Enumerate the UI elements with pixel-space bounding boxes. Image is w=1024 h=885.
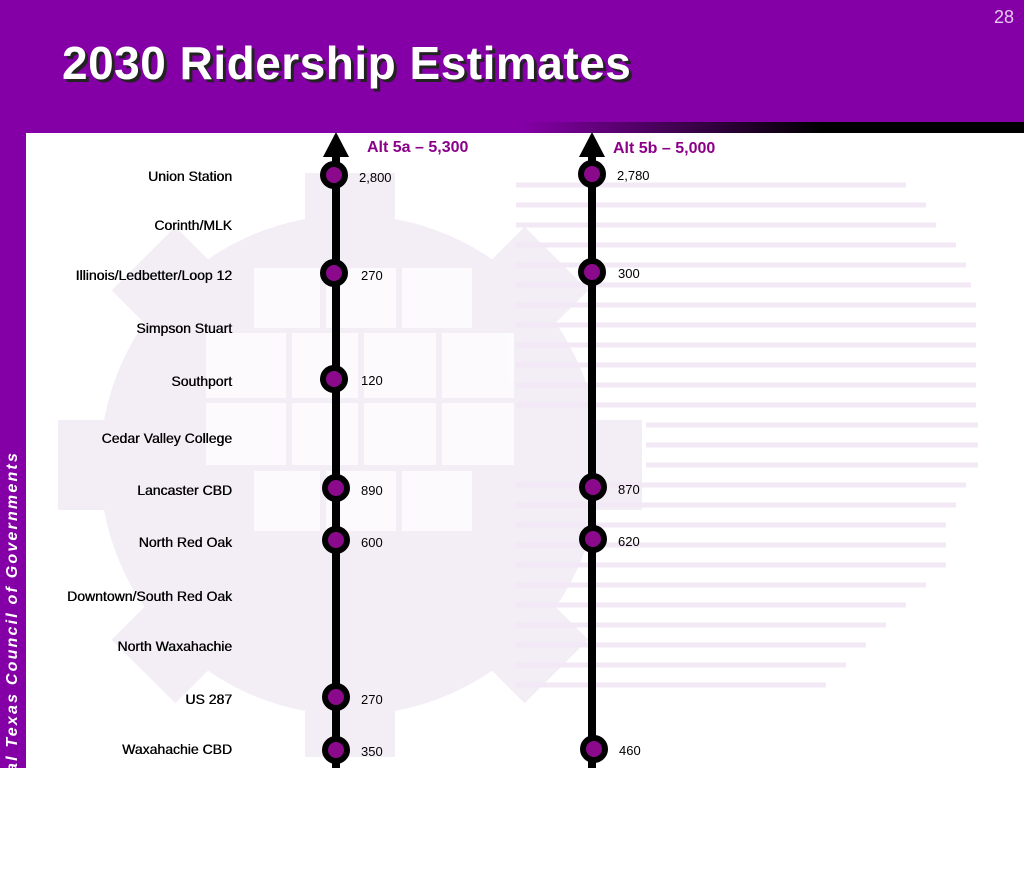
header-band: 28 2030 Ridership Estimates (0, 0, 1024, 133)
ridership-alt5a-north-red-oak: 600 (361, 535, 383, 550)
station-marker-alt5a-north-red-oak (322, 526, 350, 554)
station-marker-alt5b-lancaster-cbd (579, 473, 607, 501)
station-marker-alt5a-union-station (320, 161, 348, 189)
page-number: 28 (993, 7, 1014, 27)
route-line-alt5a (320, 132, 350, 768)
ridership-alt5b-illinois: 300 (618, 266, 640, 281)
slide-title: 2030 Ridership Estimates (62, 37, 632, 89)
station-marker-alt5b-illinois (578, 258, 606, 286)
station-label-downtown-south-red-oak: Downtown/South Red Oak (67, 588, 232, 604)
route-diagram (320, 132, 608, 768)
route-title-alt5a: Alt 5a – 5,300 (367, 139, 469, 156)
route-title-alt5b: Alt 5b – 5,000 (613, 140, 716, 157)
arrow-up-icon (323, 132, 349, 157)
ridership-alt5a-southport: 120 (361, 373, 383, 388)
station-label-union-station: Union Station (147, 168, 232, 184)
ridership-alt5b-union-station: 2,780 (617, 168, 650, 183)
header-divider (520, 122, 1024, 133)
station-label-lancaster-cbd: Lancaster CBD (137, 482, 232, 498)
gear-map-watermark (58, 173, 978, 757)
station-label-north-red-oak: North Red Oak (138, 534, 232, 550)
station-label-cedar-valley-college: Cedar Valley College (101, 430, 232, 446)
ridership-alt5a-lancaster-cbd: 890 (361, 483, 383, 498)
station-marker-alt5a-waxahachie-cbd (322, 736, 350, 764)
ridership-alt5b-lancaster-cbd: 870 (618, 482, 640, 497)
station-label-illinois-ledbetter-loop12: Illinois/Ledbetter/Loop 12 (75, 267, 232, 283)
sidebar-band: North Central Texas Council of Governmen… (0, 133, 26, 885)
route-line-alt5b (578, 132, 608, 768)
ridership-alt5b-north-red-oak: 620 (618, 534, 640, 549)
ridership-alt5a-illinois: 270 (361, 268, 383, 283)
ridership-alt5b-waxahachie-cbd: 460 (619, 743, 641, 758)
ridership-alt5a-waxahachie-cbd: 350 (361, 744, 383, 759)
ridership-alt5a-us-287: 270 (361, 692, 383, 707)
station-label-simpson-stuart: Simpson Stuart (136, 320, 232, 336)
station-marker-alt5a-lancaster-cbd (322, 474, 350, 502)
station-marker-alt5a-southport (320, 365, 348, 393)
station-marker-alt5b-union-station (578, 160, 606, 188)
station-label-north-waxahachie: North Waxahachie (117, 638, 232, 654)
station-marker-alt5a-us-287 (322, 683, 350, 711)
ridership-alt5a-union-station: 2,800 (359, 170, 392, 185)
station-label-us-287: US 287 (185, 691, 232, 707)
arrow-up-icon (579, 132, 605, 157)
station-marker-alt5b-north-red-oak (579, 525, 607, 553)
station-marker-alt5a-illinois (320, 259, 348, 287)
station-label-southport: Southport (171, 373, 232, 389)
station-label-corinth-mlk: Corinth/MLK (154, 217, 232, 233)
station-marker-alt5b-waxahachie-cbd (580, 735, 608, 763)
station-label-waxahachie-cbd: Waxahachie CBD (122, 741, 232, 757)
